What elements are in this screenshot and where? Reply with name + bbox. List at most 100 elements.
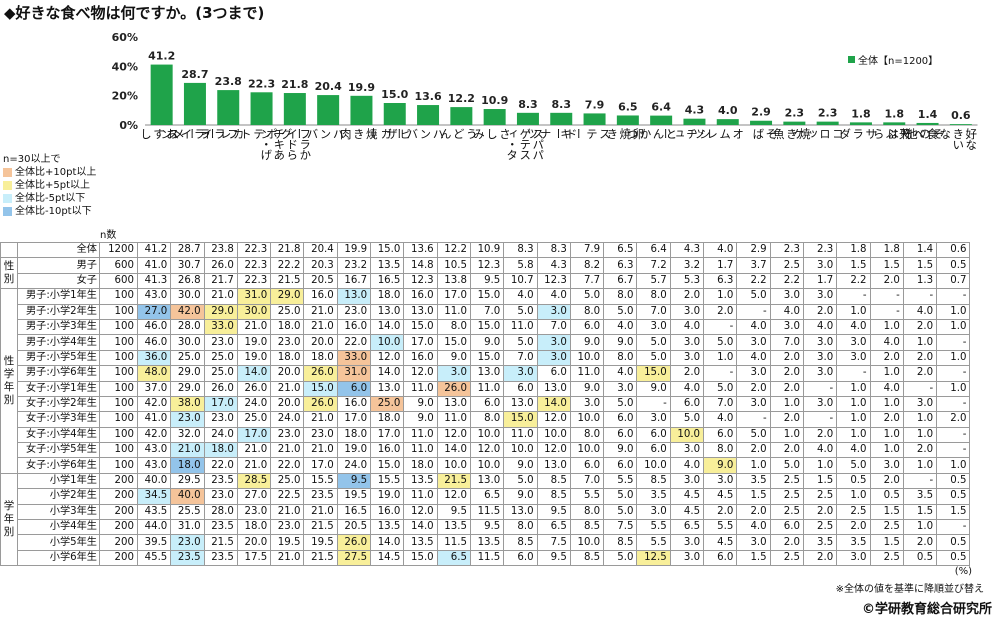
table-cell: 2.0 [736,503,771,521]
table-cell: 3.0 [769,318,804,336]
table-cell: 1.0 [869,426,904,444]
table-cell: 15.5 [370,472,405,490]
bar [816,121,839,125]
table-cell: - [936,442,971,459]
table-cell: 7.0 [703,395,738,413]
bar [783,121,806,125]
table-cell: 6.5 [536,519,571,536]
table-cell: 2.5 [769,472,804,490]
table-row: 男子:小学4年生 100 46.0 30.0 23.0 19.0 23.0 20.0 22.0 1… [1,334,971,351]
table-cell: 12.3 [536,272,571,290]
table-cell: - [802,380,838,397]
bar [483,109,506,125]
table-cell: 1.0 [902,457,938,474]
table-cell: 8.2 [569,257,605,274]
table-cell: 6.3 [703,272,738,290]
table-cell: 1.5 [836,257,871,274]
table-cell: 10.0 [569,411,605,428]
table-cell: 24.0 [236,395,272,413]
table-cell: 32.0 [170,426,205,444]
table-cell: 26.0 [336,534,372,551]
table-cell: 18.0 [370,411,405,428]
column-header: ドーナツ [526,128,579,139]
table-cell: 8.0 [703,442,738,459]
table-cell: 6.0 [669,395,705,413]
row-n: 100 [99,288,138,305]
column-header: コロッケ [792,128,845,139]
row-label: 女子:小学2年生 [17,395,100,413]
table-cell: - [869,288,904,305]
row-label: 小学3年生 [17,503,100,521]
table-cell: 5.5 [636,519,671,536]
table-cell: 0.5 [936,472,971,490]
column-header-line: 焼き魚 [771,128,812,139]
table-cell: 13.6 [403,241,438,259]
table-cell: - [703,365,738,382]
table-cell: 1.0 [703,349,738,367]
table-cell: 3.0 [569,395,605,413]
row-label: 男子 [17,257,100,274]
table-cell: 1.0 [802,457,838,474]
table-row: 男子:小学5年生 100 36.0 25.0 25.0 19.0 18.0 18.0 33.0 1… [1,349,971,367]
table-cell: 4.3 [669,241,705,259]
table-cell: 6.0 [503,549,538,567]
table-cell: 2.0 [869,472,904,490]
bar [183,82,206,125]
bar [750,120,773,125]
bar [949,124,972,125]
table-cell: - [703,318,738,336]
table-cell: 3.0 [802,349,838,367]
table-cell: 13.0 [370,380,405,397]
table-cell: - [936,395,971,413]
row-label: 女子:小学5年生 [17,442,100,459]
table-cell: 2.5 [769,549,804,567]
table-cell: 2.0 [802,549,838,567]
table-cell: 7.5 [603,519,638,536]
table-cell: 1.5 [902,503,938,521]
table-cell: 6.0 [703,549,738,567]
bar-chart: 0% 20% 40% 60% 41.2 28.7 23.8 22.3 21.8 20.4 19.9 1… [112,31,978,132]
table-cell: 6.5 [469,488,505,505]
table-cell: 33.0 [203,318,238,336]
table-cell: 14.5 [370,549,405,567]
highlight-label: 全体比-10pt以下 [15,206,92,217]
table-cell: 21.0 [303,303,338,320]
table-cell: 16.0 [403,349,438,367]
column-header: ステーキ [559,128,612,139]
table-cell: 2.0 [769,534,804,551]
table-cell: 24.0 [203,426,238,444]
data-label: 21.8 [281,78,308,91]
column-header-line: パスタ [505,149,546,160]
data-label: 4.0 [718,104,738,117]
table-cell: 6.5 [669,519,705,536]
table-cell: 21.0 [270,549,305,567]
table-cell: 12.5 [636,549,671,567]
table-cell: 28.0 [203,503,238,521]
row-label: 女子:小学1年生 [17,380,100,397]
table-cell: 5.0 [703,334,738,351]
table-cell: 7.7 [569,272,605,290]
table-cell: 1.0 [936,349,971,367]
table-row: 小学4年生 200 44.0 31.0 23.5 18.0 23.0 21.5 20.5 13.5… [1,519,971,536]
table-cell: 9.5 [536,503,571,521]
table-cell: 5.0 [603,303,638,320]
table-cell: 5.0 [669,411,705,428]
unit-note: (%) [954,566,972,577]
table-cell: 30.7 [170,257,205,274]
data-label: 1.4 [918,108,938,121]
table-cell: 2.5 [869,549,904,567]
bar [150,64,173,125]
row-n: 100 [99,380,138,397]
table-cell: 4.0 [669,318,705,336]
row-label: 小学6年生 [17,549,100,567]
table-cell: 6.0 [469,395,505,413]
row-n: 100 [99,442,138,459]
table-cell: 9.5 [469,272,505,290]
table-cell: 13.0 [403,303,438,320]
table-cell: 9.5 [436,503,471,521]
table-cell: 1.0 [869,365,904,382]
table-cell: 2.0 [802,503,838,521]
table-cell: 6.0 [536,365,571,382]
table-cell: 23.5 [203,472,238,490]
table-cell: 30.0 [170,288,205,305]
